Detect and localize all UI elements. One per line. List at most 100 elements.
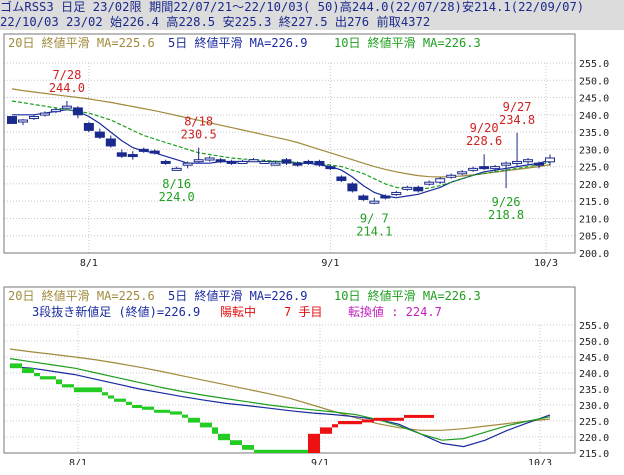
candle-body (7, 116, 17, 124)
y-tick-label: 250.0 (579, 337, 609, 348)
candle-body (391, 192, 402, 196)
candle-body (138, 148, 149, 152)
y-tick-label: 255.0 (579, 59, 609, 70)
plot-frame (3, 33, 576, 254)
y-tick-label: 215.0 (579, 449, 609, 460)
down-brick (218, 433, 230, 441)
x-tick-label: 10/3 (528, 458, 552, 465)
chart-header-ohlc: 22/10/03 23/02 始226.4 高228.5 安225.3 終227… (0, 15, 624, 30)
y-tick-label: 245.0 (579, 353, 609, 364)
candle-body (39, 112, 50, 116)
candle-body (336, 176, 347, 181)
down-brick (126, 401, 132, 405)
x-tick-label: 9/1 (311, 458, 329, 465)
candle-body (61, 105, 72, 109)
candle-body (72, 107, 83, 116)
y-tick-label: 225.0 (579, 163, 609, 174)
candle-body (94, 131, 105, 138)
y-tick-label: 230.0 (579, 145, 609, 156)
down-brick (154, 409, 170, 413)
candle-body (171, 167, 182, 171)
candle-body (50, 109, 61, 113)
candle-body (127, 154, 138, 158)
down-brick (56, 379, 62, 385)
y-tick-label: 230.0 (579, 401, 609, 412)
candle-body (149, 150, 160, 154)
legend-entry: 5日 終値平滑 MA=226.9 (168, 288, 307, 303)
down-brick (212, 427, 218, 434)
candle-body (226, 160, 237, 164)
up-brick (332, 424, 338, 428)
extreme-annotation: 214.1 (356, 224, 392, 238)
extreme-annotation: 8/18 (184, 115, 213, 129)
extreme-annotation: 218.8 (488, 208, 524, 222)
candle-body (314, 160, 325, 166)
chart-header-summary: ゴムRSS3 日足 23/02限 期間22/07/21～22/10/03( 50… (0, 0, 624, 15)
down-brick (10, 363, 22, 369)
candle-body (501, 162, 512, 166)
legend-entry: 10日 終値平滑 MA=226.3 (334, 288, 481, 303)
candle-body (523, 159, 534, 163)
down-brick (170, 411, 182, 415)
candle-body (545, 157, 555, 163)
candlestick-chart: 200.0 205.0 210.0 215.0 220.0 225.0 230.0 235.0… (3, 33, 609, 269)
brick-reversal-value: 転換値 : 224.7 (348, 304, 442, 319)
down-brick (188, 417, 200, 423)
candle-body (446, 174, 457, 178)
brick-close-info: 3段抜き新値足 (終値)=226.9 (32, 304, 200, 319)
legend-entry: 5日 終値平滑 MA=226.9 (168, 35, 307, 50)
candle-body (325, 166, 336, 170)
candle-body (303, 160, 314, 164)
extreme-annotation: 9/20 (470, 121, 499, 135)
candle-body (534, 162, 545, 166)
candle-body (292, 162, 303, 166)
y-tick-label: 240.0 (579, 111, 609, 122)
candle-body (193, 159, 204, 163)
brick-count: 7 手目 (284, 305, 322, 319)
candle-body (457, 171, 468, 175)
candle-body (17, 119, 28, 123)
extreme-annotation: 8/16 (162, 177, 191, 191)
down-brick (62, 384, 74, 388)
down-brick (114, 398, 126, 402)
brick-ma-line-5 (9, 366, 551, 448)
brick-ma-line-20 (9, 348, 551, 431)
candle-body (204, 157, 215, 161)
up-brick (308, 433, 320, 453)
new-price-brick-chart: 215.0 220.0 225.0 230.0 235.0 240.0 245.0 250.0… (3, 286, 609, 465)
extreme-annotation: 9/ 7 (360, 211, 389, 225)
y-tick-label: 235.0 (579, 385, 609, 396)
legend-entry: 10日 終値平滑 MA=226.3 (334, 35, 481, 50)
up-brick (404, 414, 434, 418)
down-brick (40, 376, 56, 380)
x-tick-label: 8/1 (69, 458, 87, 465)
candle-body (435, 178, 446, 183)
brick-status: 陽転中 (220, 304, 256, 319)
down-brick (230, 440, 242, 445)
candle-body (248, 159, 259, 163)
y-tick-label: 250.0 (579, 76, 609, 87)
y-tick-label: 235.0 (579, 128, 609, 139)
extreme-annotation: 230.5 (181, 128, 217, 142)
candle-body (116, 152, 127, 157)
y-tick-label: 225.0 (579, 417, 609, 428)
down-brick (108, 395, 114, 399)
x-tick-label: 8/1 (80, 258, 98, 269)
ma-line-10 (11, 100, 551, 190)
candle-body (347, 183, 358, 192)
x-tick-label: 9/1 (321, 258, 339, 269)
candle-body (105, 138, 116, 147)
candle-body (28, 116, 39, 120)
candle-body (259, 160, 270, 164)
candle-body (468, 167, 479, 171)
candle-body (215, 159, 226, 163)
y-tick-label: 255.0 (579, 321, 609, 332)
candle-body (479, 166, 490, 170)
brick-ma-line-10 (9, 358, 551, 441)
candle-body (512, 160, 523, 164)
down-brick (200, 422, 212, 428)
candle-body (281, 159, 292, 164)
y-tick-label: 220.0 (579, 180, 609, 191)
down-brick (142, 406, 154, 410)
x-tick-label: 10/3 (534, 258, 558, 269)
